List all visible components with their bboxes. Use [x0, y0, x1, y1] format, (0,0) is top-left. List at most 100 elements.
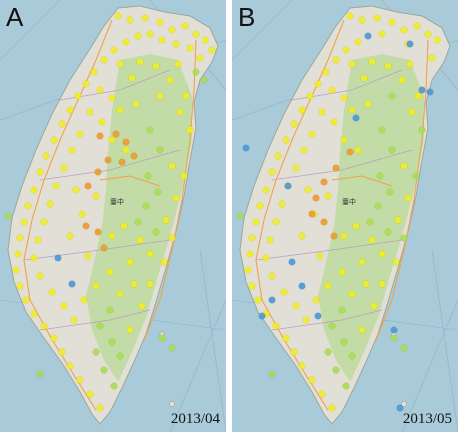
station-dot-yellow [354, 38, 362, 46]
station-dot-blue [284, 182, 292, 190]
station-dot-yellow [42, 152, 50, 160]
station-dot-yellow [268, 168, 276, 176]
station-dot-yellow [130, 280, 138, 288]
station-dot-yellow [318, 390, 326, 398]
station-dot-orange [104, 156, 112, 164]
station-dot-yellow [266, 236, 274, 244]
station-dot-yellow [348, 106, 356, 114]
station-dot-green [390, 334, 398, 342]
map-panel-b: 臺中 B 2013/05 [232, 0, 458, 432]
station-dot-yellow [180, 172, 188, 180]
station-dot-yellow [413, 22, 421, 30]
station-dot-yellow [108, 232, 116, 240]
station-dot-orange [112, 130, 120, 138]
station-dot-yellow [106, 268, 114, 276]
station-dot-green [142, 202, 150, 210]
station-dot-yellow [196, 54, 204, 62]
station-dot-yellow [96, 86, 104, 94]
station-dot-yellow [20, 218, 28, 226]
station-dot-orange [94, 168, 102, 176]
station-dot-yellow [132, 100, 140, 108]
station-dot-yellow [36, 168, 44, 176]
station-dot-yellow [168, 234, 176, 242]
station-dot-yellow [346, 12, 354, 20]
station-dot-yellow [58, 348, 66, 356]
station-dot-yellow [378, 250, 386, 258]
station-dot-green [384, 228, 392, 236]
panel-label-b: B [238, 2, 256, 32]
station-dot-yellow [201, 36, 209, 44]
station-dot-yellow [298, 106, 306, 114]
station-dot-yellow [114, 12, 122, 20]
station-dot-yellow [208, 46, 216, 54]
station-dot-green [158, 334, 166, 342]
station-dot-yellow [340, 232, 348, 240]
station-dot-green [388, 92, 396, 100]
station-dot-yellow [100, 56, 108, 64]
station-dot-yellow [324, 282, 332, 290]
station-dot-yellow [70, 316, 78, 324]
station-dot-yellow [138, 302, 146, 310]
station-dot-green [332, 366, 340, 374]
station-dot-yellow [354, 146, 362, 154]
station-dot-yellow [120, 222, 128, 230]
station-dot-yellow [246, 250, 254, 258]
station-dot-yellow [136, 236, 144, 244]
station-dot-yellow [262, 186, 270, 194]
station-dot-yellow [352, 222, 360, 230]
station-dot-yellow [340, 94, 348, 102]
station-dot-green [374, 202, 382, 210]
station-dot-yellow [378, 280, 386, 288]
station-dot-yellow [400, 162, 408, 170]
county-boundary [271, 149, 413, 181]
station-dot-yellow [34, 236, 42, 244]
city-label-taichung: 臺中 [342, 197, 356, 206]
station-dot-green [156, 146, 164, 154]
station-dot-yellow [181, 22, 189, 30]
station-dot-green [236, 212, 244, 220]
central-mountain-range [86, 54, 192, 382]
station-dot-green [100, 366, 108, 374]
station-dot-yellow [50, 136, 58, 144]
station-dot-yellow [272, 218, 280, 226]
station-dot-yellow [90, 68, 98, 76]
station-dot-green [366, 218, 374, 226]
station-dot-yellow [172, 40, 180, 48]
station-dot-yellow [108, 94, 116, 102]
station-dot-yellow [108, 136, 116, 144]
station-dot-yellow [398, 76, 406, 84]
station-dot-yellow [146, 250, 154, 258]
station-dot-green [134, 218, 142, 226]
date-label-a: 2013/04 [170, 411, 220, 427]
station-dot-green [152, 228, 160, 236]
station-dot-yellow [92, 282, 100, 290]
station-dot-yellow [338, 268, 346, 276]
station-dot-orange [130, 152, 138, 160]
county-boundary [255, 239, 403, 261]
station-dot-yellow [433, 36, 441, 44]
station-dot-blue [426, 88, 434, 96]
map-panel-a: 臺中 A 2013/04 [0, 0, 226, 432]
station-dot-yellow [66, 232, 74, 240]
station-dot-yellow [290, 120, 298, 128]
station-dot-yellow [176, 108, 184, 116]
station-dot-yellow [86, 108, 94, 116]
station-dot-yellow [304, 186, 312, 194]
station-dot-blue [364, 32, 372, 40]
station-dot-yellow [136, 58, 144, 66]
station-dot-green [108, 338, 116, 346]
station-dot-yellow [328, 86, 336, 94]
station-dot-yellow [406, 60, 414, 68]
station-dot-yellow [282, 136, 290, 144]
station-dot-yellow [126, 326, 134, 334]
central-mountain-range [318, 54, 424, 382]
station-dot-blue [54, 254, 62, 262]
station-dot-yellow [274, 152, 282, 160]
station-dot-yellow [358, 16, 366, 24]
station-dot-green [4, 212, 12, 220]
sea-boundary-line [401, 299, 458, 432]
station-dot-yellow [122, 146, 130, 154]
station-dot-yellow [262, 254, 270, 262]
station-dot-yellow [424, 30, 432, 38]
station-dot-yellow [360, 74, 368, 82]
